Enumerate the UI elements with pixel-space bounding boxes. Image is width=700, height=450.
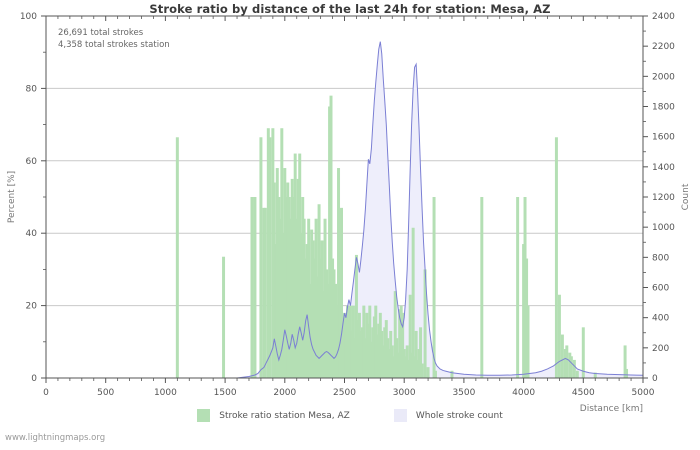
svg-text:4000: 4000	[512, 388, 535, 398]
svg-text:60: 60	[26, 157, 38, 167]
svg-text:2200: 2200	[652, 42, 675, 52]
axis-tick-labels: 0 500 1000 1500 2000 2500 3000 3500 4000 4500 5000…	[20, 12, 675, 398]
svg-text:80: 80	[26, 84, 38, 94]
svg-text:1400: 1400	[652, 163, 675, 173]
svg-text:0: 0	[31, 374, 37, 384]
svg-text:1000: 1000	[652, 223, 675, 233]
svg-text:40: 40	[26, 229, 38, 239]
svg-text:2400: 2400	[652, 12, 675, 22]
site-footer: www.lightningmaps.org	[5, 433, 106, 443]
legend-label-whole-stroke-count: Whole stroke count	[415, 410, 503, 421]
svg-text:3000: 3000	[393, 388, 416, 398]
chart-annotations: 26,691 total strokes 4,358 total strokes…	[58, 28, 170, 51]
annotation-total-strokes: 26,691 total strokes	[58, 28, 144, 38]
legend-swatch-stroke-ratio	[197, 409, 211, 422]
svg-text:500: 500	[97, 388, 114, 398]
gridlines	[46, 87, 643, 307]
svg-text:600: 600	[652, 284, 669, 294]
svg-text:Percent [%]: Percent [%]	[7, 171, 17, 223]
svg-text:800: 800	[652, 253, 669, 263]
svg-text:1800: 1800	[652, 103, 675, 113]
axis-ticks	[41, 15, 648, 383]
chart-legend: Stroke ratio station Mesa, AZ Whole stro…	[0, 409, 700, 422]
svg-text:4500: 4500	[572, 388, 595, 398]
axis-titles: Distance [km] Percent [%] Count	[7, 171, 691, 414]
legend-item-whole-stroke-count: Whole stroke count	[393, 409, 503, 422]
svg-text:Count: Count	[681, 183, 691, 210]
svg-text:200: 200	[652, 344, 669, 354]
whole-stroke-count-line	[46, 41, 644, 379]
svg-text:5000: 5000	[632, 388, 655, 398]
svg-text:100: 100	[20, 12, 37, 22]
svg-text:2000: 2000	[652, 72, 675, 82]
stroke-ratio-bars	[175, 95, 629, 378]
legend-label-stroke-ratio: Stroke ratio station Mesa, AZ	[219, 410, 350, 421]
svg-text:1500: 1500	[214, 388, 237, 398]
page-title: Stroke ratio by distance of the last 24h…	[149, 2, 551, 16]
svg-text:2500: 2500	[333, 388, 356, 398]
svg-text:0: 0	[652, 374, 658, 384]
svg-text:1200: 1200	[652, 193, 675, 203]
svg-text:0: 0	[43, 388, 49, 398]
svg-text:1000: 1000	[154, 388, 177, 398]
legend-item-stroke-ratio: Stroke ratio station Mesa, AZ	[197, 409, 350, 422]
svg-text:Distance [km]: Distance [km]	[580, 404, 643, 414]
svg-text:400: 400	[652, 314, 669, 324]
svg-text:2000: 2000	[273, 388, 296, 398]
annotation-total-strokes-station: 4,358 total strokes station	[58, 39, 170, 50]
svg-text:1600: 1600	[652, 133, 675, 143]
svg-text:3500: 3500	[452, 388, 475, 398]
svg-text:20: 20	[26, 302, 38, 312]
legend-swatch-whole-stroke-count	[393, 409, 407, 422]
